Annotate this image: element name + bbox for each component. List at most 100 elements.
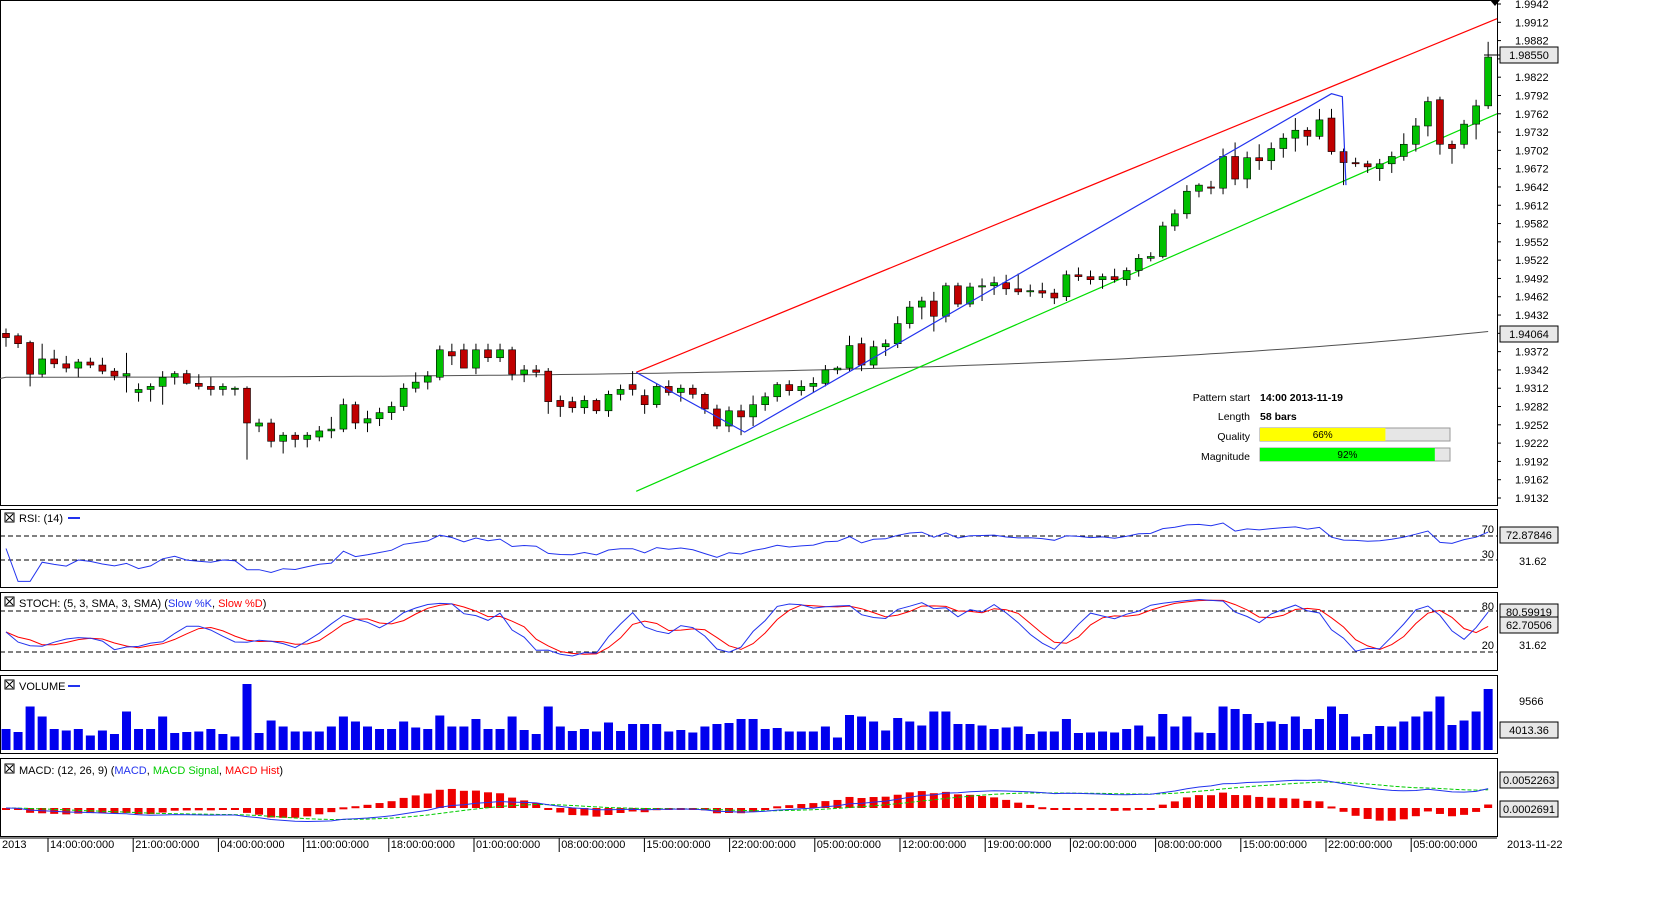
bull-candle [435, 349, 444, 378]
volume-bar [845, 715, 854, 750]
macd-hist-bar [471, 790, 480, 808]
macd-hist-bar [737, 808, 746, 814]
macd-hist-bar [1098, 808, 1107, 810]
bull-candle [1267, 148, 1276, 162]
price-tick-label: 1.9492 [1515, 273, 1549, 285]
quality-value: 66% [1313, 430, 1333, 441]
macd-hist-bar [1255, 796, 1264, 808]
bull-candle [1484, 56, 1492, 107]
volume-bar [941, 711, 951, 750]
volume-bar [736, 719, 746, 750]
channel-layer [635, 18, 1498, 492]
volume-bar [1290, 716, 1300, 750]
macd-hist-bar [809, 803, 818, 808]
bull-candle [1291, 129, 1300, 139]
macd-hist-bar [1472, 808, 1481, 812]
volume-bar [519, 730, 529, 750]
price-tick-label: 1.9582 [1515, 219, 1549, 231]
macd-hist-bar [1194, 795, 1203, 808]
macd-hist-bar [1002, 799, 1011, 808]
macd-hist-bar [230, 808, 239, 810]
bear-candle [243, 387, 251, 424]
volume-bar [206, 729, 216, 750]
volume-bar [1170, 726, 1180, 750]
macd-hist-bar [243, 808, 251, 813]
macd-hist-bar [966, 794, 974, 808]
macd-hist-bar [1279, 798, 1288, 808]
macd-hist-bar [941, 791, 950, 808]
moving-average-line [0, 331, 1489, 379]
volume-bar [724, 723, 734, 750]
time-tick-label: 05:00:00:000 [1413, 839, 1477, 851]
bear-candle [1074, 274, 1083, 277]
volume-bar [399, 721, 409, 750]
macd-hist-bar [725, 808, 733, 813]
bull-candle [375, 412, 384, 420]
bull-candle [231, 387, 239, 390]
volume-bar [266, 720, 276, 750]
magnitude-value: 92% [1337, 450, 1357, 461]
macd-hist-bar [1134, 808, 1143, 810]
volume-bar [411, 727, 421, 750]
volume-bar [73, 729, 83, 750]
quality-label: Quality [1217, 431, 1250, 443]
rsi-line [5, 522, 1489, 582]
volume-bar [857, 716, 867, 750]
volume-bar [1037, 731, 1047, 750]
volume-bar [49, 729, 59, 750]
ma-price-label: 1.94064 [1509, 329, 1549, 341]
macd-hist-bar [580, 808, 589, 816]
volume-bar [784, 731, 794, 750]
macd-hist-bar [1074, 808, 1083, 810]
macd-hist-bar [351, 806, 360, 809]
top-marker-icon [1490, 0, 1500, 6]
macd-hist-bar [146, 808, 155, 815]
time-tick-label: 15:00:00:000 [1243, 839, 1307, 851]
macd-hist-bar [1448, 808, 1456, 817]
bull-candle [580, 400, 589, 409]
bear-candle [628, 384, 637, 390]
volume-bar [712, 724, 722, 750]
macd-hist-bar [1026, 804, 1035, 808]
macd-hist-bar [170, 808, 179, 811]
bull-candle [520, 369, 528, 375]
pattern-info-panel: Pattern start 14:00 2013-11-19 Length 58… [1193, 392, 1451, 463]
channel-bottom-line [635, 113, 1498, 492]
candles-layer [2, 41, 1492, 460]
volume-bar [423, 729, 433, 750]
bull-candle [1026, 290, 1035, 293]
macd-hist-bar [1423, 808, 1432, 812]
volume-bar [290, 731, 300, 750]
volume-bar [314, 731, 324, 750]
macd-hist-bar [929, 793, 938, 808]
bear-candle [1339, 151, 1348, 163]
volume-bar [278, 726, 288, 750]
bear-candle [182, 373, 191, 384]
macd-hist-bar [1387, 808, 1396, 821]
macd-hist-bar [1062, 808, 1071, 810]
volume-bar [1447, 725, 1457, 750]
macd-hist-bar [1484, 804, 1493, 808]
macd-hist-bar [1327, 806, 1336, 809]
volume-bar [387, 729, 397, 750]
macd-hist-bar [62, 808, 71, 815]
bear-candle [50, 358, 59, 365]
bull-candle [749, 404, 757, 418]
macd-hist-bar [447, 788, 456, 808]
bull-candle [146, 386, 155, 390]
macd-hist-bar [291, 808, 300, 818]
bull-candle [315, 430, 324, 438]
volume-bar [1158, 714, 1168, 750]
bear-candle [110, 370, 119, 377]
volume-bar [13, 732, 23, 750]
price-tick-label: 1.9702 [1515, 145, 1549, 157]
volume-bar [495, 729, 505, 750]
volume-bar [1242, 714, 1252, 750]
bull-candle [833, 367, 842, 371]
macd-hist-bar [604, 808, 613, 815]
macd-hist-bar [712, 808, 721, 814]
price-tick-label: 1.9552 [1515, 237, 1549, 249]
bear-candle [544, 370, 553, 402]
volume-bar [591, 731, 601, 750]
volume-bar [170, 733, 180, 750]
